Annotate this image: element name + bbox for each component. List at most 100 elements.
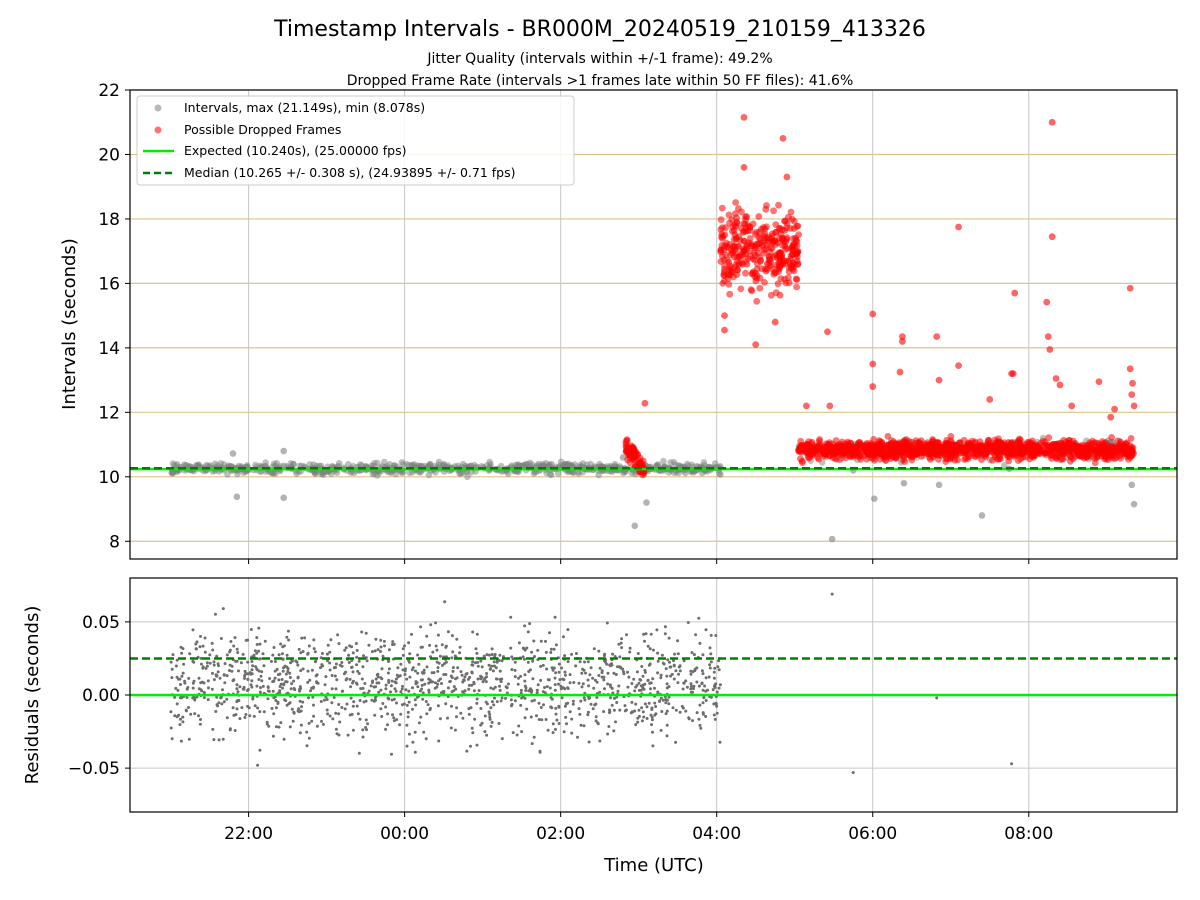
dropped-frame-point <box>798 459 806 466</box>
residual-point <box>667 685 671 689</box>
residual-point <box>310 668 314 672</box>
residual-point <box>656 671 660 675</box>
residual-point <box>704 628 708 632</box>
residual-point <box>701 688 705 692</box>
dropped-frame-point <box>1011 289 1019 297</box>
residual-point <box>701 712 705 716</box>
residual-point <box>539 664 543 668</box>
residual-point <box>523 624 527 628</box>
residual-point <box>281 686 284 690</box>
residual-point <box>325 708 329 712</box>
dropped-frame-point <box>824 328 831 336</box>
x-tick-label: 04:00 <box>692 824 741 844</box>
residual-point <box>498 684 501 688</box>
dropped-frame-point <box>719 235 726 242</box>
residual-point <box>547 678 551 682</box>
residual-point <box>222 673 226 677</box>
residual-point <box>579 699 583 703</box>
residual-point <box>446 716 449 720</box>
residual-point <box>476 664 480 668</box>
residual-point <box>517 724 521 728</box>
residual-point <box>529 715 533 719</box>
dropped-frame-point <box>739 247 747 255</box>
dropped-frame-point <box>771 318 779 326</box>
residual-point <box>459 711 463 715</box>
residual-point <box>404 688 408 692</box>
residual-point <box>191 628 195 632</box>
dropped-frame-point <box>781 260 789 267</box>
chart-title: Timestamp Intervals - BR000M_20240519_21… <box>273 17 926 42</box>
residual-point <box>476 660 480 664</box>
residual-point <box>379 645 383 649</box>
residual-point <box>603 687 606 691</box>
dropped-frame-point <box>918 445 925 452</box>
residual-point <box>424 700 428 703</box>
residual-point <box>351 670 355 674</box>
residual-point <box>450 656 454 660</box>
residual-point <box>273 676 277 680</box>
dropped-frame-point <box>976 442 984 450</box>
residual-point <box>187 706 190 709</box>
dropped-frame-point <box>779 134 787 142</box>
residual-point <box>458 651 462 655</box>
dropped-frame-point <box>725 281 733 288</box>
residual-point <box>649 713 653 717</box>
residual-point <box>328 714 332 718</box>
residual-point <box>391 643 394 646</box>
residual-point <box>256 763 260 767</box>
residual-point <box>250 679 254 683</box>
residual-point <box>653 701 657 705</box>
residual-point <box>309 689 312 693</box>
residual-point <box>199 662 203 666</box>
residual-point <box>510 704 513 708</box>
residual-point <box>398 723 402 727</box>
residual-point <box>671 706 675 710</box>
residual-point <box>654 705 658 708</box>
residual-point <box>193 698 197 702</box>
dropped-frame-point <box>777 230 785 238</box>
residual-point <box>345 702 349 706</box>
interval-point <box>400 461 407 468</box>
interval-point <box>631 522 639 530</box>
dropped-frame-point <box>905 438 913 445</box>
residual-point <box>667 636 671 640</box>
residual-point <box>392 719 396 723</box>
residual-point <box>411 707 414 711</box>
residual-point <box>557 670 561 674</box>
residual-point <box>490 653 494 656</box>
dropped-frame-point <box>1071 443 1078 451</box>
dropped-frame-point <box>743 260 751 268</box>
residual-point <box>678 710 682 714</box>
residual-point <box>497 722 501 725</box>
residual-point <box>463 675 467 679</box>
residual-point <box>549 696 553 700</box>
residual-point <box>203 650 207 654</box>
residual-point <box>350 665 354 669</box>
residual-point <box>257 626 261 630</box>
residual-point <box>274 706 278 710</box>
residual-point <box>223 662 227 666</box>
residual-point <box>335 732 339 736</box>
residual-point <box>208 661 212 665</box>
intervals-axes-frame <box>129 89 1178 560</box>
residual-point <box>693 669 697 673</box>
residual-point <box>216 670 220 674</box>
residual-point <box>483 714 487 718</box>
residual-point <box>689 669 693 673</box>
residual-point <box>250 685 254 689</box>
dropped-frame-point <box>764 235 771 243</box>
dropped-frame-point <box>774 280 782 288</box>
residual-point <box>698 723 702 727</box>
residual-point <box>557 704 561 708</box>
interval-point <box>195 461 203 469</box>
dropped-frame-point <box>923 449 931 457</box>
residual-point <box>389 684 393 688</box>
residual-point <box>530 742 534 746</box>
residual-point <box>181 671 185 675</box>
dropped-frame-point <box>955 362 962 369</box>
residual-point <box>461 690 465 694</box>
dropped-frame-point <box>718 204 726 212</box>
dropped-frame-point <box>1043 298 1051 306</box>
residual-point <box>292 711 296 715</box>
residual-point <box>452 689 456 693</box>
